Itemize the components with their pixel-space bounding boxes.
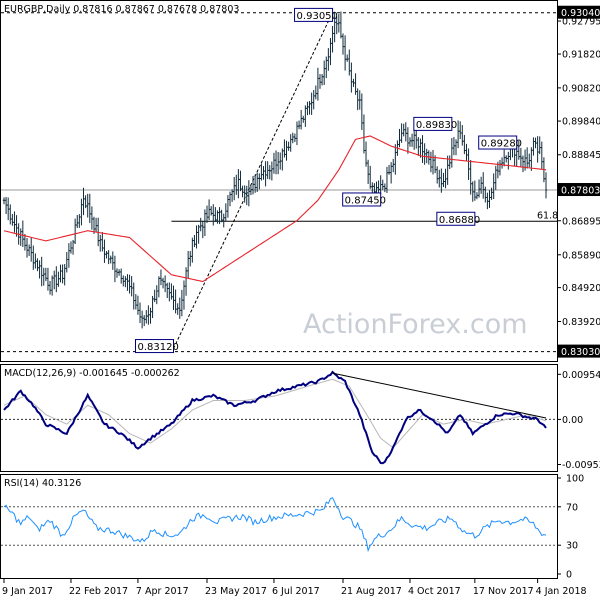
price-ytick-label: 0.83920 xyxy=(562,317,600,328)
price-title: EURGBP,Daily 0.87816 0.87867 0.87678 0.8… xyxy=(4,4,239,15)
level-tag-label: 0.93040 xyxy=(561,8,600,19)
rsi-layer xyxy=(1,497,557,553)
level-tag-bg xyxy=(558,5,600,19)
price-ytick-label: 0.88845 xyxy=(562,150,600,161)
annotation-label: 0.93050 xyxy=(297,11,338,22)
annotation-box-0 xyxy=(294,7,334,22)
watermark: ActionForex.com xyxy=(303,309,528,340)
x-tick-label: 4 Jan 2018 xyxy=(536,586,587,597)
rsi-ytick-label: 30 xyxy=(566,541,578,552)
price-ytick-label: 0.85890 xyxy=(562,250,600,261)
current-price-tag: 0.87803 xyxy=(561,186,600,197)
price-layer: 0.93050 0.83120 0.87450 0.86880 0.89830 0.892… xyxy=(1,7,557,354)
annotation-box-2 xyxy=(342,192,382,207)
moving-average-line xyxy=(3,135,547,283)
macd-layer xyxy=(1,370,557,465)
rsi-ytick-label: 0 xyxy=(566,570,572,581)
macd-ytick-label: -0.009538 xyxy=(562,460,600,471)
rsi-line xyxy=(3,497,547,553)
x-tick-label: 4 Oct 2017 xyxy=(408,586,461,597)
price-ytick-label: 0.89840 xyxy=(562,117,600,128)
annotation-box-1 xyxy=(135,339,175,354)
x-tick-label: 21 Aug 2017 xyxy=(341,586,402,597)
fib-level-label: 61.8 xyxy=(537,210,558,221)
annotation-label: 0.89280 xyxy=(481,139,522,150)
price-panel-frame xyxy=(0,0,558,362)
x-tick-label: 9 Jan 2017 xyxy=(2,586,53,597)
annotation-box-5 xyxy=(478,135,518,150)
rsi-title: RSI(14) 40.3126 xyxy=(4,478,81,489)
macd-panel-frame xyxy=(0,364,558,472)
x-tick-label: 23 May 2017 xyxy=(205,586,267,597)
annotation-box-4 xyxy=(413,116,453,131)
x-tick-label: 17 Nov 2017 xyxy=(473,586,534,597)
axis-layer: 0.92795 0.91820 0.90820 0.89840 0.88845 0.868… xyxy=(2,5,600,597)
price-ytick-label: 0.91820 xyxy=(562,50,600,61)
rsi-panel-frame xyxy=(0,474,558,579)
macd-trendline xyxy=(332,372,547,419)
price-ytick-label: 0.90820 xyxy=(562,83,600,94)
annotation-label: 0.83120 xyxy=(138,342,179,353)
x-tick-label: 6 Jul 2017 xyxy=(272,586,320,597)
x-tick-label: 22 Feb 2017 xyxy=(69,586,128,597)
annotation-label: 0.87450 xyxy=(345,195,386,206)
annotation-label: 0.86880 xyxy=(439,215,480,226)
price-ytick-label: 0.86895 xyxy=(562,216,600,227)
price-bars xyxy=(2,11,548,329)
rsi-ytick-label: 70 xyxy=(566,502,578,513)
price-ytick-label: 0.84920 xyxy=(562,283,600,294)
level-tag-bg xyxy=(558,344,600,358)
macd-title: MACD(12,26,9) -0.001645 -0.000262 xyxy=(4,368,180,379)
price-ytick-label: 0.92795 xyxy=(562,17,600,28)
macd-ytick-label: 0.00 xyxy=(562,415,583,426)
macd-ytick-label: 0.00954 xyxy=(562,370,600,381)
annotation-box-3 xyxy=(436,211,476,226)
level-tag-label: 0.83030 xyxy=(561,347,600,358)
rsi-ytick-label: 100 xyxy=(566,474,584,485)
current-price-tag-bg xyxy=(558,183,600,197)
x-tick-label: 7 Apr 2017 xyxy=(136,586,189,597)
annotation-label: 0.89830 xyxy=(416,120,457,131)
macd-line xyxy=(3,370,547,465)
